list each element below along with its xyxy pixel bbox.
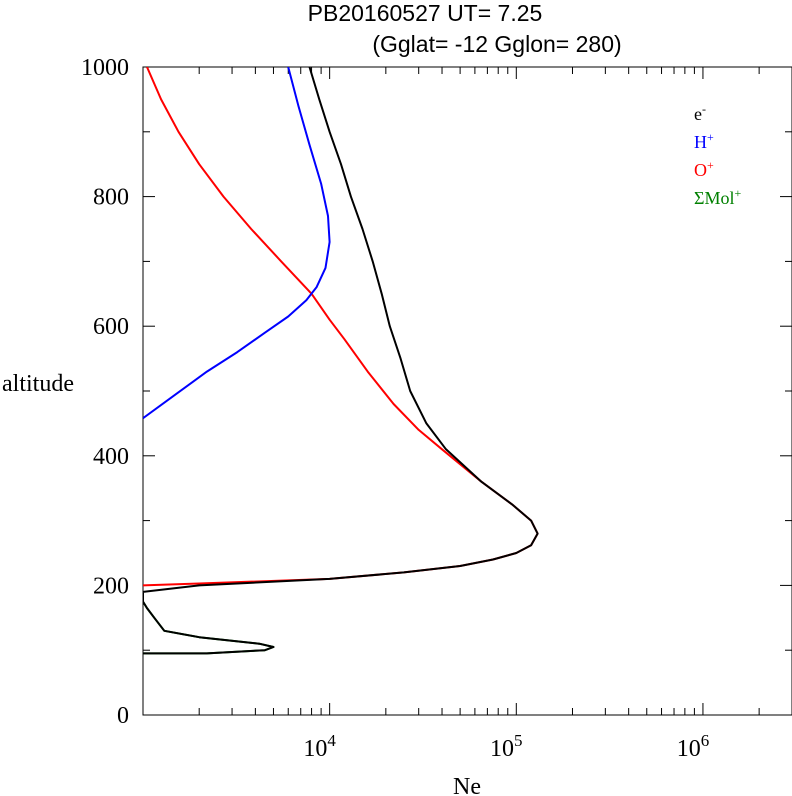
chart-title-line2: (Gglat= -12 Gglon= 280): [372, 31, 621, 57]
y-axis-label: altitude: [2, 371, 74, 397]
chart-title: PB20160527 UT= 7.25 (Gglat= -12 Gglon= 2…: [308, 0, 622, 57]
y-tick-label-600: 600: [93, 314, 129, 340]
y-tick-label-800: 800: [93, 185, 129, 211]
y-tick-label-400: 400: [93, 444, 129, 470]
x-tick-label-1: 105: [490, 731, 523, 762]
legend-entry-0: e-: [694, 102, 706, 124]
legend-entry-2: O+: [694, 158, 714, 180]
x-axis-label: Ne: [453, 774, 481, 796]
chart-title-line1: PB20160527 UT= 7.25: [308, 0, 543, 26]
x-tick-labels: 104 105 106: [303, 731, 709, 762]
x-tick-label-0: 104: [303, 731, 336, 762]
series-line-electrons: [143, 67, 539, 655]
legend: e- H+ O+ ΣMol+: [694, 102, 741, 208]
series-line-oplus: [143, 67, 539, 587]
y-tick-label-1000: 1000: [81, 55, 129, 81]
legend-entry-1: H+: [694, 130, 714, 152]
series-lines: [143, 67, 539, 655]
x-tick-label-2: 106: [677, 731, 710, 762]
y-tick-label-200: 200: [93, 573, 129, 599]
series-line-hplus: [143, 67, 331, 420]
y-tick-label-0: 0: [117, 703, 129, 729]
legend-entry-3: ΣMol+: [694, 186, 741, 208]
y-tick-labels: 0 200 400 600 800 1000: [81, 55, 129, 729]
